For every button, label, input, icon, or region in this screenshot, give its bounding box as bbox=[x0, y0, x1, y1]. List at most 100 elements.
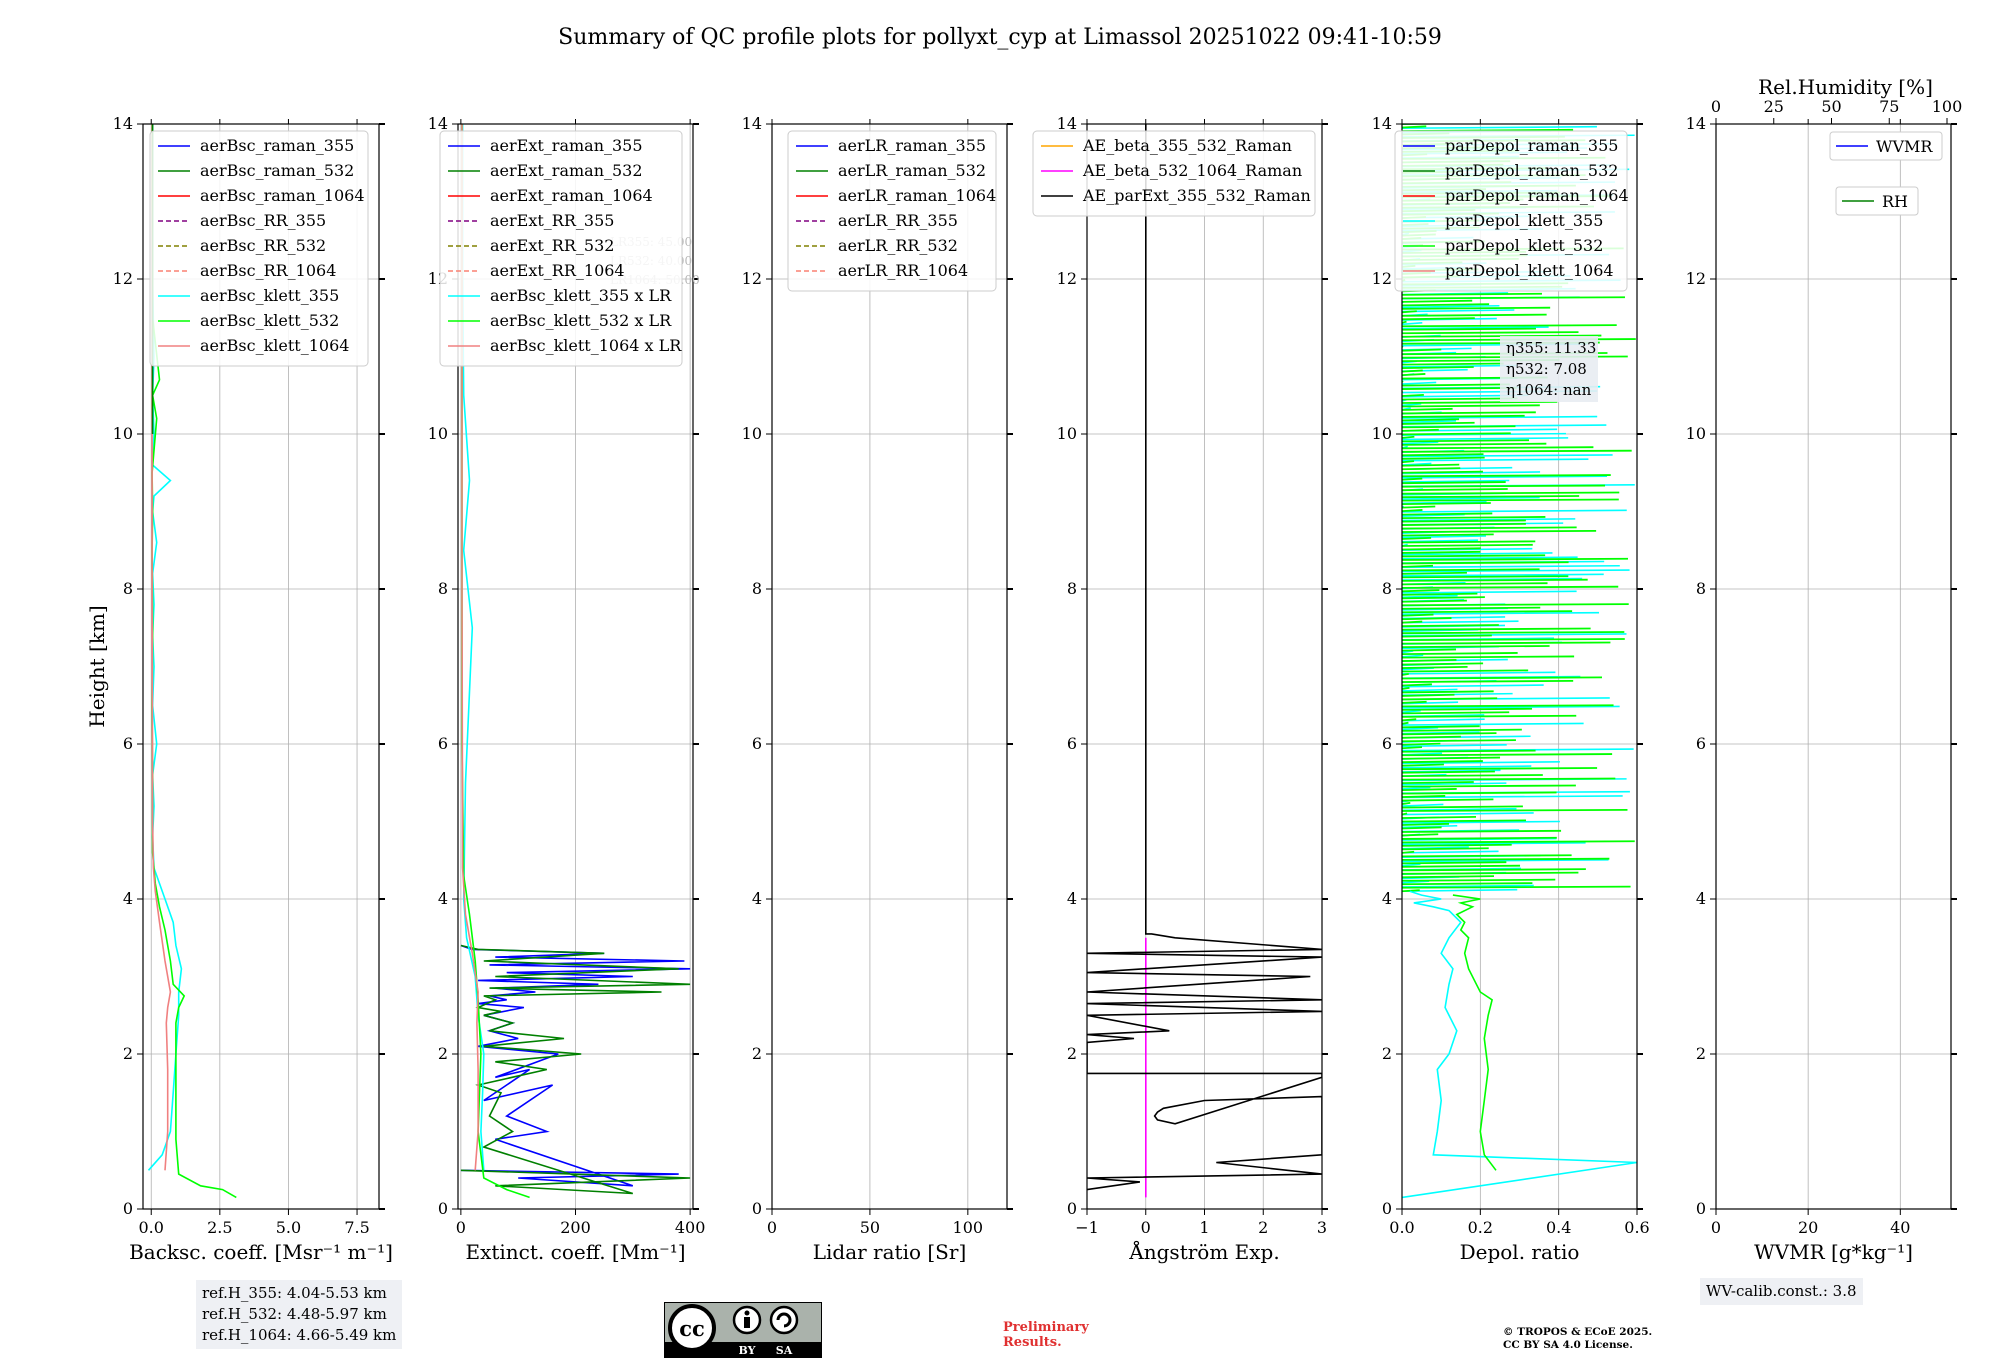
preliminary-results-note: Preliminary Results. bbox=[1003, 1320, 1089, 1350]
depol-klett-355-noise-line bbox=[1402, 573, 1604, 577]
x-tick-label: 2.5 bbox=[207, 1218, 232, 1237]
depol-klett-355-noise-line bbox=[1402, 782, 1507, 786]
legend-box-rh bbox=[1835, 186, 1919, 216]
figure-title: Summary of QC profile plots for pollyxt_… bbox=[558, 25, 1442, 50]
depol-klett-532-noise-line bbox=[1402, 840, 1635, 844]
depol-klett-532-noise-line bbox=[1402, 847, 1489, 851]
x-tick-label: 0 bbox=[456, 1218, 466, 1237]
legend-label: aerBsc_klett_355 x LR bbox=[490, 286, 672, 305]
depol-klett-355-noise-line bbox=[1402, 863, 1421, 867]
depol-klett-532-noise-line bbox=[1402, 690, 1494, 694]
legend-label: aerLR_raman_1064 bbox=[838, 186, 996, 205]
depol-klett-355-noise-line bbox=[1402, 761, 1560, 765]
depol-klett-532-noise-line bbox=[1402, 676, 1603, 680]
x-tick-label: 1 bbox=[1199, 1218, 1209, 1237]
share-alike-icon bbox=[769, 1305, 799, 1335]
depol-klett-355-noise-line bbox=[1402, 556, 1578, 560]
depol-klett-532-noise-line bbox=[1402, 610, 1573, 614]
legend-label: aerBsc_klett_355 bbox=[200, 286, 339, 305]
copyright-line-2: CC BY SA 4.0 License. bbox=[1503, 1339, 1633, 1351]
series-aerBsc_klett_1064 bbox=[151, 124, 172, 1171]
depol-klett-532-noise-line bbox=[1402, 369, 1423, 373]
depol-klett-532-noise-line bbox=[1402, 317, 1475, 321]
depol-klett-532-noise-line bbox=[1402, 833, 1439, 837]
depol-klett-355-noise-line bbox=[1402, 381, 1437, 385]
x-axis-label: Extinct. coeff. [Mm⁻¹] bbox=[465, 1240, 685, 1264]
y-tick-label: 14 bbox=[1686, 114, 1706, 133]
legend-label: aerBsc_RR_355 bbox=[200, 211, 326, 230]
x-axis-label: WVMR [g*kg⁻¹] bbox=[1754, 1240, 1913, 1264]
x-tick-label: 40 bbox=[1890, 1218, 1910, 1237]
legend-label: aerExt_raman_1064 bbox=[490, 186, 653, 205]
y-tick-label: 12 bbox=[1686, 269, 1706, 288]
y-tick-label: 0 bbox=[752, 1199, 762, 1218]
x-tick-label: 400 bbox=[675, 1218, 706, 1237]
y-tick-label: 0 bbox=[123, 1199, 133, 1218]
depol-klett-532-noise-line bbox=[1402, 404, 1540, 408]
depol-klett-532-noise-line bbox=[1402, 481, 1506, 485]
cc-letters-icon: cc bbox=[679, 1316, 705, 1341]
y-tick-label: 12 bbox=[1057, 269, 1077, 288]
depol-klett-532-noise-line bbox=[1402, 543, 1533, 547]
depol-klett-532-noise-line bbox=[1402, 589, 1440, 593]
y-tick-label: 0 bbox=[1067, 1199, 1077, 1218]
depol-klett-532-noise-line bbox=[1402, 714, 1577, 718]
depol-klett-355-noise-line bbox=[1402, 420, 1457, 424]
depol-klett-532-noise-line bbox=[1402, 760, 1483, 764]
depol-klett-532-noise-line bbox=[1402, 655, 1575, 659]
depol-klett-532-noise-line bbox=[1402, 512, 1493, 516]
depol-klett-355-noise-line bbox=[1402, 748, 1634, 752]
depol-klett-532-noise-line bbox=[1402, 327, 1536, 331]
depol-klett-532-noise-line bbox=[1402, 428, 1439, 432]
depol-klett-532-noise-line bbox=[1402, 474, 1611, 478]
depol-klett-532-noise-line bbox=[1402, 125, 1427, 129]
depol-klett-532-noise-line bbox=[1402, 523, 1526, 526]
depol-klett-532-noise-line bbox=[1402, 645, 1550, 649]
legend-label: aerBsc_klett_532 bbox=[200, 311, 339, 330]
x-tick-label: 0.4 bbox=[1546, 1218, 1571, 1237]
series-aerExt_raman_532 bbox=[460, 944, 691, 1195]
depol-klett-532-noise-line bbox=[1402, 627, 1591, 631]
depol-klett-355-noise-line bbox=[1402, 701, 1459, 705]
depol-klett-532-noise-line bbox=[1402, 407, 1453, 411]
depol-klett-355-noise-line bbox=[1402, 795, 1623, 799]
depol-klett-532-noise-line bbox=[1402, 519, 1526, 523]
depol-klett-355-noise-line bbox=[1402, 479, 1510, 483]
y-tick-label: 10 bbox=[113, 424, 133, 443]
y-tick-label: 4 bbox=[752, 889, 762, 908]
depol-klett-355-noise-line bbox=[1402, 535, 1487, 539]
top-x-axis-label: Rel.Humidity [%] bbox=[1758, 75, 1933, 99]
depol-klett-355-noise-line bbox=[1402, 633, 1627, 637]
depol-klett-532-noise-line bbox=[1402, 578, 1588, 582]
depol-klett-355-noise-line bbox=[1402, 850, 1499, 854]
depol-klett-532-noise-line bbox=[1402, 460, 1415, 464]
panel-depol: 0.0 0.2 0.4 0.6 0 2 4 6 8 10 12 14 Depol. ratio parDe… bbox=[1372, 114, 1650, 1264]
x-tick-label: 20 bbox=[1798, 1218, 1818, 1237]
depol-klett-532-noise-line bbox=[1402, 791, 1557, 795]
depol-klett-532-noise-line bbox=[1402, 386, 1517, 390]
plot-frame bbox=[771, 123, 1008, 1210]
eta-annotation-box bbox=[1500, 336, 1598, 402]
depol-klett-355-noise-line bbox=[1402, 309, 1515, 313]
depol-klett-532-noise-line bbox=[1402, 432, 1511, 436]
depol-klett-532-noise-line bbox=[1402, 414, 1525, 418]
top-x-tick-label: 75 bbox=[1879, 97, 1899, 116]
depol-klett-532-noise-line bbox=[1402, 418, 1460, 422]
reference-height-box: ref.H_355: 4.04-5.53 km ref.H_532: 4.48-… bbox=[196, 1280, 403, 1349]
depol-klett-355-noise-line bbox=[1402, 539, 1479, 543]
panel-bsc: 0.0 2.5 5.0 7.5 0 2 4 6 8 10 12 14 Backsc. coeff. [M… bbox=[85, 114, 393, 1264]
depol-klett-532-noise-line bbox=[1402, 477, 1423, 481]
depol-klett-532-noise-line bbox=[1402, 767, 1598, 771]
legend-frame bbox=[1394, 130, 1628, 292]
depol-klett-532-noise-line bbox=[1402, 659, 1457, 662]
depol-klett-532-noise-line bbox=[1402, 746, 1423, 750]
depol-klett-355-noise-line bbox=[1402, 611, 1600, 615]
depol-klett-532-noise-line bbox=[1402, 561, 1569, 565]
y-tick-label: 2 bbox=[438, 1044, 448, 1063]
y-tick-label: 2 bbox=[1696, 1044, 1706, 1063]
depol-klett-532-noise-line bbox=[1402, 529, 1597, 533]
depol-klett-532-noise-line bbox=[1402, 742, 1441, 746]
depol-klett-532-noise-line bbox=[1402, 802, 1411, 805]
x-tick-label: 0 bbox=[767, 1218, 777, 1237]
depol-klett-532-noise-line bbox=[1402, 449, 1632, 453]
